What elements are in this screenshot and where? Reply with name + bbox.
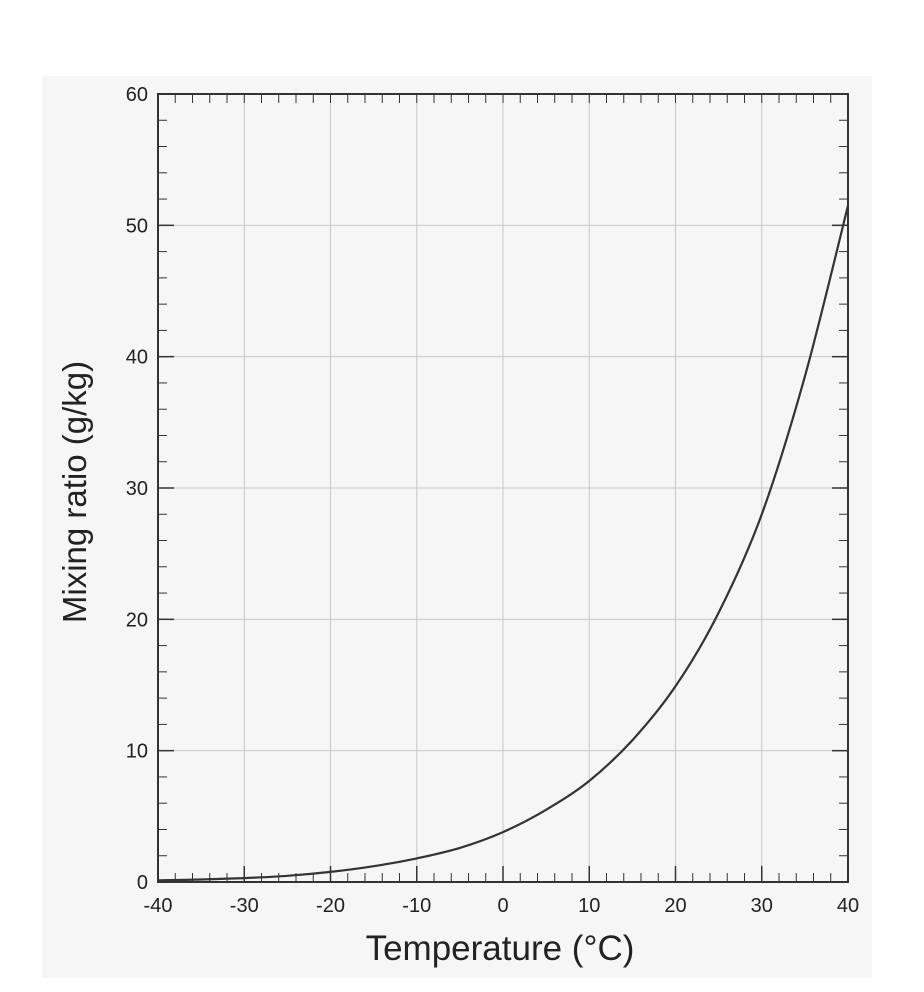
x-tick-label: 0 [497, 895, 508, 917]
y-tick-label: 60 [126, 84, 148, 106]
x-axis-ticks: -40 -30 -20 -10 0 10 20 30 40 [144, 866, 859, 917]
y-tick-label: 10 [126, 741, 148, 763]
x-tick-label: -20 [316, 895, 345, 917]
y-tick-label: 0 [137, 872, 148, 894]
grid-lines [158, 94, 848, 882]
chart-background [42, 76, 872, 978]
y-tick-label: 40 [126, 347, 148, 369]
series-line [157, 205, 850, 882]
y-axis-ticks: 0 10 20 30 40 50 60 [126, 84, 848, 894]
x-tick-label: 10 [578, 895, 600, 917]
x-tick-label: -30 [230, 895, 259, 917]
x-tick-label: 20 [664, 895, 686, 917]
y-tick-label: 50 [126, 215, 148, 237]
y-tick-label: 30 [126, 478, 148, 500]
x-tick-label: -10 [402, 895, 431, 917]
y-axis-label: Mixing ratio (g/kg) [56, 361, 93, 623]
x-tick-label: 30 [751, 895, 773, 917]
x-axis-label: Temperature (°C) [366, 929, 635, 968]
y-tick-label: 20 [126, 609, 148, 631]
x-tick-label: -40 [144, 895, 173, 917]
x-tick-label: 40 [837, 895, 859, 917]
